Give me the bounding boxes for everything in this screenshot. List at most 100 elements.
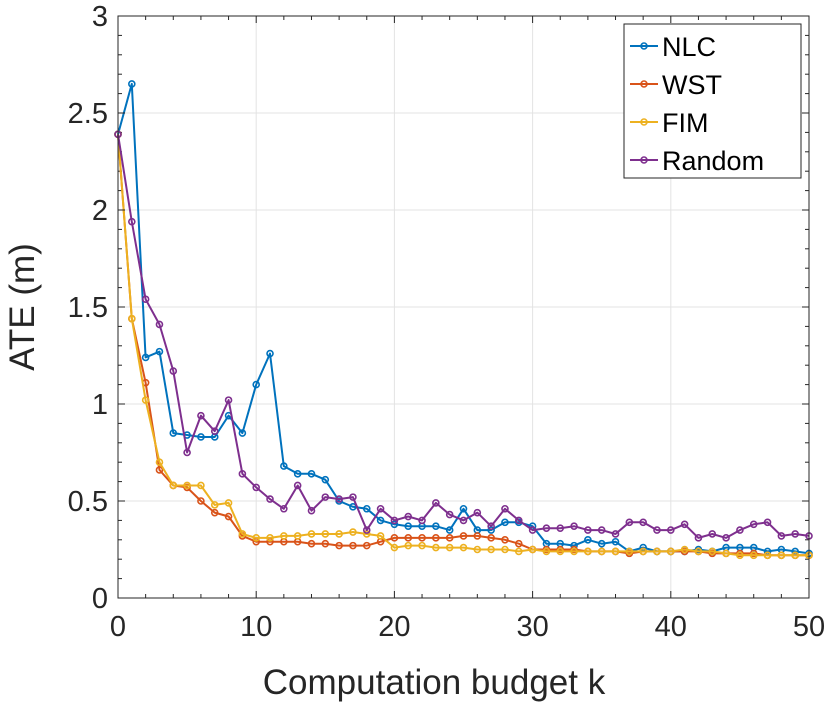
data-point bbox=[791, 551, 799, 560]
data-point bbox=[432, 499, 440, 507]
data-point bbox=[584, 535, 592, 544]
data-point bbox=[597, 526, 606, 534]
data-point bbox=[404, 512, 413, 521]
data-point bbox=[307, 470, 316, 478]
data-point bbox=[584, 526, 592, 534]
data-point bbox=[777, 532, 786, 540]
legend-label: Random bbox=[662, 146, 764, 176]
data-point bbox=[473, 532, 482, 540]
data-point bbox=[335, 495, 343, 503]
data-point bbox=[210, 427, 219, 435]
data-point bbox=[155, 347, 164, 356]
data-point bbox=[349, 528, 357, 536]
data-point bbox=[514, 516, 523, 525]
y-tick-label: 2 bbox=[92, 195, 108, 227]
legend: NLC WST FIM Random bbox=[623, 23, 802, 179]
data-point bbox=[404, 522, 413, 531]
x-axis-label: Computation budget k bbox=[263, 663, 606, 702]
data-point bbox=[362, 526, 371, 534]
data-point bbox=[155, 466, 164, 474]
data-point bbox=[791, 530, 799, 538]
data-point bbox=[445, 526, 454, 534]
data-point bbox=[459, 516, 468, 525]
data-point bbox=[611, 530, 620, 538]
data-point bbox=[169, 367, 178, 375]
y-tick-label: 2.5 bbox=[68, 98, 108, 130]
data-point bbox=[736, 526, 744, 534]
data-point bbox=[556, 524, 565, 532]
data-point bbox=[487, 545, 495, 554]
data-point bbox=[280, 504, 288, 513]
minor-ticks bbox=[118, 16, 809, 598]
data-point bbox=[666, 547, 675, 556]
data-point bbox=[694, 547, 703, 556]
data-point bbox=[528, 526, 537, 534]
data-point bbox=[252, 380, 261, 389]
data-point bbox=[224, 512, 233, 521]
data-point bbox=[625, 547, 634, 556]
y-axis-label: ATE (m) bbox=[3, 243, 42, 371]
data-point bbox=[501, 535, 509, 544]
data-point bbox=[321, 539, 330, 548]
data-point bbox=[224, 499, 233, 507]
y-tick-label: 0.5 bbox=[68, 486, 108, 518]
data-point bbox=[390, 543, 399, 552]
legend-item-nlc: NLC bbox=[630, 32, 716, 62]
data-point bbox=[763, 551, 772, 560]
data-point bbox=[432, 522, 440, 531]
data-point bbox=[335, 541, 343, 550]
data-point bbox=[266, 349, 274, 358]
data-point bbox=[197, 433, 205, 441]
data-point bbox=[390, 516, 399, 525]
data-point bbox=[514, 547, 523, 556]
data-point bbox=[266, 534, 274, 542]
data-point bbox=[280, 532, 288, 540]
data-point bbox=[542, 547, 551, 556]
data-point bbox=[666, 526, 675, 534]
data-point bbox=[763, 518, 772, 527]
data-point bbox=[653, 547, 661, 556]
x-tick-label: 10 bbox=[240, 611, 272, 643]
data-point bbox=[542, 524, 551, 532]
y-tick-label: 0 bbox=[92, 583, 108, 615]
data-point bbox=[128, 80, 136, 88]
data-point bbox=[653, 526, 661, 534]
data-point bbox=[473, 508, 482, 517]
data-point bbox=[445, 543, 454, 552]
data-point bbox=[459, 543, 468, 552]
data-point bbox=[432, 534, 440, 542]
data-point bbox=[639, 547, 647, 556]
data-point bbox=[390, 534, 399, 542]
data-point bbox=[293, 532, 302, 540]
data-point bbox=[293, 481, 302, 490]
legend-marker bbox=[640, 118, 648, 126]
legend-marker bbox=[640, 156, 648, 164]
x-tick-label: 50 bbox=[793, 611, 825, 643]
data-point bbox=[570, 547, 578, 556]
legend-marker bbox=[640, 42, 648, 50]
data-point bbox=[680, 520, 689, 529]
data-point bbox=[459, 504, 468, 513]
data-point bbox=[321, 530, 330, 538]
data-point bbox=[376, 532, 385, 540]
data-point bbox=[680, 545, 689, 554]
data-point bbox=[597, 539, 606, 548]
data-point bbox=[349, 493, 357, 501]
series-wst bbox=[114, 130, 813, 560]
data-point bbox=[155, 320, 164, 329]
data-point bbox=[197, 481, 205, 490]
data-point bbox=[722, 534, 730, 542]
data-point bbox=[376, 504, 385, 513]
data-point bbox=[625, 518, 634, 527]
series-line-wst bbox=[117, 134, 809, 557]
data-point bbox=[611, 537, 620, 546]
data-point bbox=[473, 545, 482, 554]
data-point bbox=[141, 396, 150, 404]
data-point bbox=[128, 314, 136, 323]
y-tick-label: 1 bbox=[92, 389, 108, 421]
data-point bbox=[777, 551, 786, 560]
data-point bbox=[694, 534, 703, 542]
y-tick-label: 1.5 bbox=[68, 292, 108, 324]
data-point bbox=[155, 458, 164, 467]
